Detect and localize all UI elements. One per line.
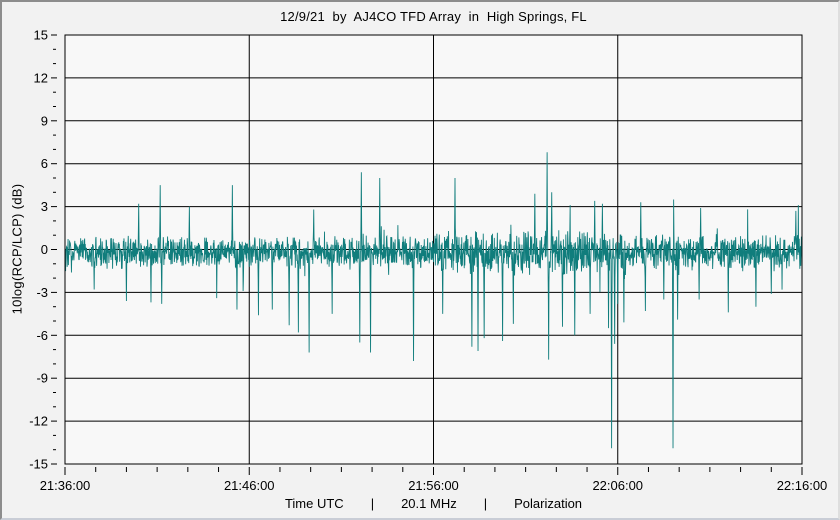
y-tick-label: -12 — [29, 414, 48, 429]
x-tick-label: 22:06:00 — [592, 478, 643, 493]
footer-xlabel: Time UTC — [284, 496, 344, 511]
footer-frequency: 20.1 MHz — [401, 496, 457, 511]
footer-caption: Time UTC | 20.1 MHz | Polarization — [65, 496, 802, 511]
footer-separator: | — [370, 496, 375, 511]
x-tick-label: 21:46:00 — [224, 478, 275, 493]
x-tick-label: 21:56:00 — [408, 478, 459, 493]
chart-title: 12/9/21 by AJ4CO TFD Array in High Sprin… — [280, 9, 587, 24]
y-tick-label: 0 — [41, 242, 48, 257]
footer-separator: | — [483, 496, 488, 511]
y-tick-label: 6 — [41, 156, 48, 171]
plot-frame — [64, 34, 803, 465]
y-tick-label: 9 — [41, 113, 48, 128]
y-tick-label: 3 — [41, 199, 48, 214]
y-tick-label: -9 — [36, 371, 48, 386]
y-tick-label: -15 — [29, 457, 48, 472]
x-tick-label: 22:16:00 — [777, 478, 828, 493]
y-tick-label: -3 — [36, 285, 48, 300]
y-tick-label: -6 — [36, 328, 48, 343]
footer-channel-label: Polarization — [514, 496, 583, 511]
y-tick-label: 15 — [34, 28, 48, 43]
y-tick-label: 12 — [34, 70, 48, 85]
x-tick-label: 21:36:00 — [40, 478, 91, 493]
polarization-trace — [64, 152, 803, 449]
